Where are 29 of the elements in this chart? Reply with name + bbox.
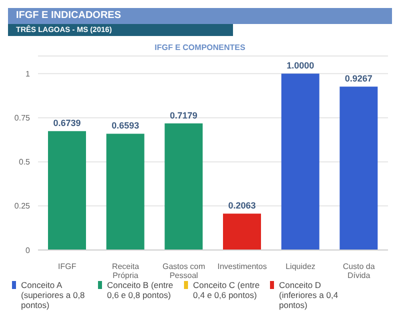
y-tick-label: 0 — [26, 246, 31, 255]
bar — [281, 74, 320, 250]
x-tick-label: Custo da Dívida — [342, 262, 376, 280]
x-tick-label: IFGF — [58, 262, 76, 271]
x-tick-label: Receita Própria — [112, 262, 140, 280]
data-label: 0.6593 — [112, 120, 140, 131]
y-tick-label: 0.5 — [18, 158, 31, 167]
data-label: 0.2063 — [228, 200, 256, 211]
x-tick-label: Gastos com Pessoal — [162, 262, 206, 280]
data-label: 0.7179 — [170, 110, 198, 120]
bar — [340, 86, 378, 250]
y-tick-label: 0.25 — [14, 202, 31, 211]
y-tick-label: 0.75 — [14, 114, 31, 123]
legend-label: Conceito B (entre 0,6 e 0,8 pontos) — [107, 280, 174, 300]
chart-title: IFGF E INDICADORES — [8, 8, 392, 24]
bar — [223, 214, 261, 250]
data-label: 1.0000 — [286, 60, 314, 71]
data-label: 0.9267 — [344, 74, 372, 84]
legend-label: Conceito A (superiores a 0,8 pontos) — [21, 280, 86, 310]
x-tick-label: Liquidez — [286, 262, 316, 271]
bar — [106, 134, 144, 250]
legend-label: Conceito C (entre 0,4 e 0,6 pontos) — [193, 280, 261, 300]
text: IFGF E COMPONENTES — [154, 43, 246, 52]
y-tick-label: 1 — [26, 69, 31, 78]
legend-label: Conceito D (inferiores a 0,4 pontos) — [279, 280, 340, 310]
data-label: 0.6739 — [53, 118, 81, 128]
bar — [164, 123, 203, 250]
x-tick-label: Investimentos — [217, 262, 267, 271]
bar — [48, 131, 86, 250]
